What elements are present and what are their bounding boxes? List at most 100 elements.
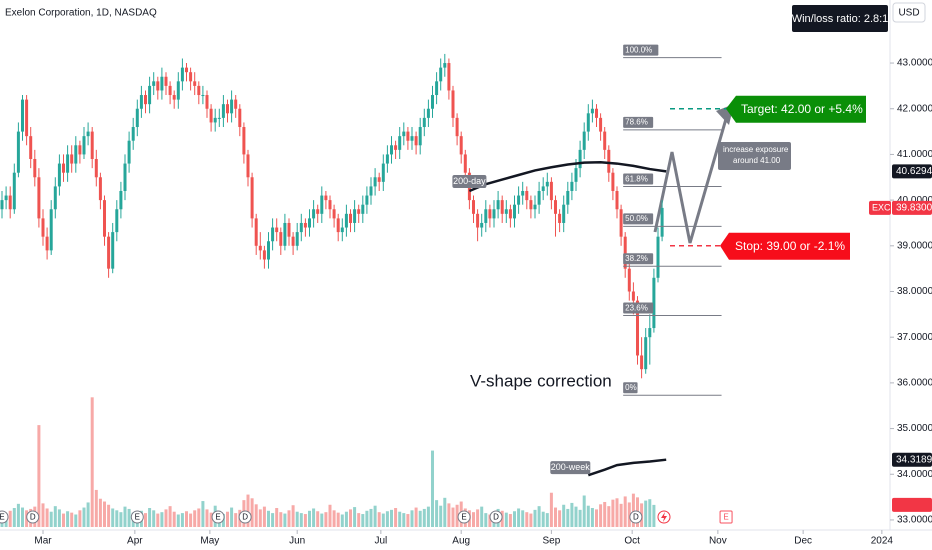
- y-tick-label: 39.0000: [897, 240, 932, 251]
- candle-body: [238, 108, 242, 128]
- candle-body: [627, 268, 631, 292]
- candle-body: [447, 63, 451, 91]
- candle-body: [230, 99, 234, 114]
- candle-body: [496, 200, 500, 210]
- volume-bar: [160, 512, 164, 527]
- candle-body: [656, 236, 660, 278]
- candle-body: [631, 291, 635, 301]
- candle-body: [373, 177, 377, 187]
- volume-bar: [111, 508, 115, 527]
- x-tick-label: Jun: [289, 536, 305, 547]
- candle-body: [12, 172, 16, 210]
- candle-body: [451, 90, 455, 118]
- candle-body: [152, 81, 156, 86]
- candle-body: [607, 149, 611, 173]
- volume-bar: [357, 513, 361, 527]
- volume-bar: [144, 513, 147, 527]
- candle-body: [164, 76, 168, 86]
- volume-bar: [74, 514, 78, 527]
- candle-body: [340, 227, 344, 233]
- volume-bar: [418, 510, 422, 527]
- candle-body: [615, 190, 619, 210]
- volume-bar: [566, 508, 570, 527]
- event-marker: [130, 510, 144, 524]
- candle-body: [316, 209, 320, 214]
- candle-body: [53, 186, 57, 210]
- volume-bar: [578, 509, 582, 527]
- candle-body: [443, 63, 447, 68]
- candle-body: [8, 195, 12, 210]
- candle-body: [398, 136, 402, 150]
- candle-body: [431, 95, 434, 109]
- volume-bar: [410, 510, 414, 527]
- candle-body: [332, 209, 336, 219]
- candle-body: [62, 163, 65, 173]
- currency-label[interactable]: USD: [898, 8, 919, 19]
- volume-bar: [287, 510, 291, 527]
- projection-arrow: [653, 111, 730, 244]
- candle-body: [221, 104, 225, 118]
- fib-label: 23.6%: [625, 303, 648, 312]
- sma-200-week: [587, 458, 667, 477]
- event-marker: [457, 510, 471, 524]
- candle-body: [242, 127, 246, 155]
- candle-body: [603, 131, 607, 150]
- candle-body: [586, 113, 590, 132]
- volume-bar: [603, 501, 607, 527]
- volume-bar: [312, 508, 316, 527]
- candle-body: [103, 200, 106, 237]
- volume-bar: [316, 511, 320, 527]
- volume-bar: [373, 505, 377, 527]
- lightning-icon: [661, 512, 667, 522]
- win-loss-text: Win/loss ratio: 2.8:1: [792, 13, 889, 25]
- volume-bar: [619, 503, 623, 527]
- candle-body: [611, 172, 615, 191]
- x-tick-label: Sep: [543, 536, 561, 547]
- candle-body: [107, 236, 111, 269]
- candle-body: [271, 227, 275, 242]
- volume-bar: [66, 511, 70, 527]
- volume-bar: [558, 510, 562, 527]
- candle-body: [21, 99, 24, 132]
- volume-bar: [385, 511, 389, 527]
- fib-label: 50.0%: [625, 214, 648, 223]
- volume-bar: [422, 508, 426, 527]
- candle-body: [320, 195, 324, 214]
- volume-bar: [246, 494, 250, 527]
- volume-bar: [398, 511, 402, 527]
- volume-bar: [303, 514, 307, 527]
- volume-bar: [156, 513, 160, 527]
- candle-body: [217, 117, 221, 119]
- fib-label: 38.2%: [625, 254, 648, 263]
- volume-bar: [193, 510, 197, 527]
- candle-body: [578, 149, 582, 169]
- currency-button[interactable]: [892, 2, 926, 23]
- volume-bar: [623, 496, 627, 527]
- volume-bar: [267, 510, 270, 527]
- volume-bar: [414, 507, 418, 527]
- candle-body: [78, 145, 82, 155]
- candle-body: [357, 209, 361, 214]
- volume-bar: [189, 513, 193, 527]
- volume-bar: [537, 506, 541, 527]
- candle-body: [213, 117, 217, 123]
- volume-bar: [209, 512, 213, 527]
- volume-bar: [123, 506, 127, 527]
- volume-bar: [271, 513, 275, 527]
- candle-body: [275, 227, 279, 233]
- volume-bar: [529, 513, 533, 527]
- volume-bar: [361, 514, 365, 527]
- volume-bar: [586, 505, 590, 527]
- fib-label-box: [623, 253, 654, 265]
- volume-bar: [455, 504, 459, 527]
- volume-bar: [291, 505, 295, 527]
- candle-body: [283, 222, 287, 246]
- candle-body: [377, 177, 381, 182]
- last-price-value: 39.8300: [896, 203, 932, 214]
- volume-bar: [439, 505, 443, 527]
- candle-body: [82, 136, 86, 155]
- note-text: increase exposure around 41.00: [723, 145, 789, 165]
- sma-200-week-value-box: [892, 452, 932, 467]
- candle-body: [529, 200, 533, 210]
- candle-body: [402, 131, 406, 137]
